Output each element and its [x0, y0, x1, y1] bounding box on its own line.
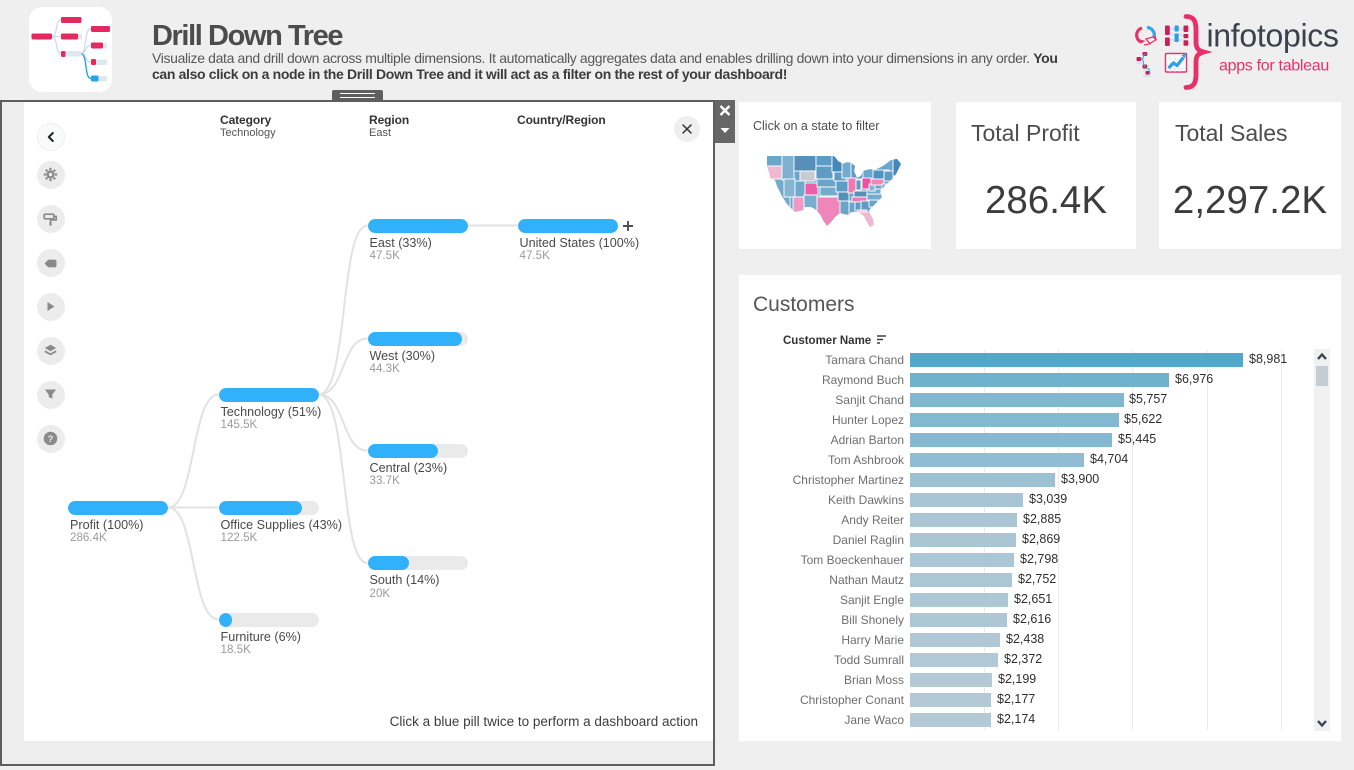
svg-text:?: ?: [48, 434, 54, 445]
svg-text:infotopics: infotopics: [1207, 18, 1339, 54]
svg-text:apps for tableau: apps for tableau: [1219, 58, 1329, 75]
